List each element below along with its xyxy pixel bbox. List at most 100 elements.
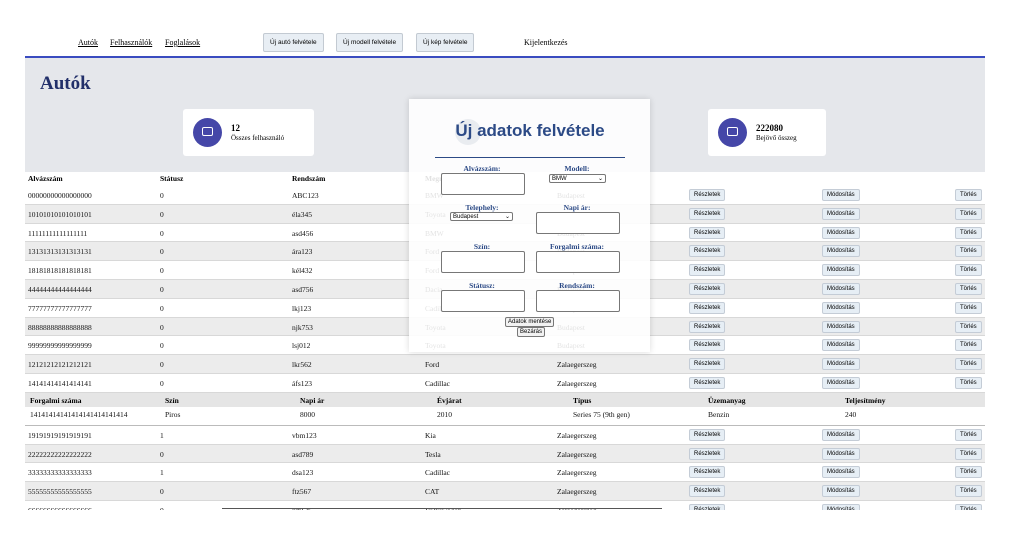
select-input[interactable]: BMW ⌄ [549, 174, 606, 183]
row-button[interactable]: Törlés [955, 226, 982, 239]
row-button[interactable]: Módosítás [822, 377, 860, 389]
table-cell: 0 [160, 360, 164, 370]
nav-link[interactable]: Autók [78, 38, 98, 47]
row-button[interactable]: Részletek [689, 226, 726, 239]
table-cell: 0 [160, 209, 164, 219]
row-button[interactable]: Részletek [689, 466, 726, 479]
table-cell: asd789 [292, 449, 314, 459]
select-arrow: ⌄ [598, 176, 604, 182]
text-input[interactable] [536, 251, 620, 273]
select-input[interactable]: Budapest ⌄ [450, 212, 513, 221]
row-button[interactable]: Módosítás [822, 283, 860, 295]
detail-header: Teljesítmény [845, 395, 886, 405]
table-cell: 99999999999999999 [28, 341, 92, 351]
table-cell: 11111111111111111 [28, 228, 88, 238]
modal-icon [455, 119, 481, 145]
row-button[interactable]: Részletek [689, 447, 726, 460]
row-button[interactable]: Részletek [689, 283, 726, 295]
row-button[interactable]: Részletek [689, 245, 726, 258]
row-button[interactable]: Törlés [955, 301, 982, 314]
detail-header: Évjárat [437, 395, 462, 405]
close-button[interactable]: Bezárás [517, 327, 546, 337]
detail-cell: 240 [845, 409, 857, 419]
row-button[interactable]: Törlés [955, 447, 982, 460]
row-button[interactable]: Részletek [689, 377, 726, 389]
row-button[interactable]: Törlés [955, 358, 982, 371]
table-cell: 22222222222222222 [28, 449, 92, 459]
row-button[interactable]: Törlés [955, 504, 982, 510]
row-button[interactable]: Törlés [955, 245, 982, 258]
modal-divider [435, 157, 625, 158]
row-button[interactable]: Részletek [689, 207, 726, 220]
text-input[interactable] [536, 290, 620, 312]
row-button[interactable]: Módosítás [822, 207, 860, 220]
row-button[interactable]: Módosítás [822, 485, 860, 498]
stat-label: Összes felhasználó [231, 134, 285, 142]
text-input[interactable] [441, 290, 525, 312]
row-button[interactable]: Részletek [689, 428, 726, 441]
row-button[interactable]: Módosítás [822, 301, 860, 314]
nav-link[interactable]: Foglalások [165, 38, 201, 47]
row-button[interactable]: Módosítás [822, 358, 860, 371]
field-label: Forgalmi száma: [550, 242, 604, 251]
row-button[interactable]: Módosítás [822, 339, 860, 352]
row-button[interactable]: Módosítás [822, 428, 860, 441]
table-cell: Ford [425, 360, 440, 370]
detail-cell: 14141414141414141414141414 [30, 409, 128, 419]
stat-icon-glyph [202, 127, 213, 136]
row-button[interactable]: Törlés [955, 283, 982, 295]
row-button[interactable]: Törlés [955, 320, 982, 333]
table-cell: 55555555555555555 [28, 487, 92, 497]
nav-link[interactable]: Felhasználók [110, 38, 153, 47]
text-input[interactable] [441, 173, 525, 195]
row-button[interactable]: Módosítás [822, 447, 860, 460]
detail-cell: Series 75 (9th gen) [573, 409, 630, 419]
table-cell: Cadillac [425, 379, 450, 388]
logout-link[interactable]: Kijelentkezés [524, 38, 568, 47]
detail-header: Szín [165, 395, 179, 405]
row-button[interactable]: Módosítás [822, 264, 860, 277]
table-cell: 0 [160, 322, 164, 332]
text-input[interactable] [536, 212, 620, 234]
row-button[interactable]: Törlés [955, 339, 982, 352]
table-cell: 12121212121212121 [28, 360, 92, 370]
table-cell: 14141414141414141 [28, 379, 92, 388]
row-button[interactable]: Módosítás [822, 466, 860, 479]
row-button[interactable]: Törlés [955, 428, 982, 441]
row-button[interactable]: Részletek [689, 320, 726, 333]
row-button[interactable]: Törlés [955, 466, 982, 479]
row-button[interactable]: Törlés [955, 377, 982, 389]
row-button[interactable]: Részletek [689, 339, 726, 352]
save-button[interactable]: Adatok mentése [505, 317, 555, 327]
row-button[interactable]: Törlés [955, 189, 982, 201]
row-button[interactable]: Módosítás [822, 504, 860, 510]
nav-button[interactable]: Új autó felvétele [263, 33, 324, 52]
table-row [25, 501, 985, 510]
row-button[interactable]: Részletek [689, 504, 726, 510]
table-cell: 0 [160, 341, 164, 351]
row-button[interactable]: Részletek [689, 264, 726, 277]
row-button[interactable]: Részletek [689, 485, 726, 498]
nav-button[interactable]: Új modell felvétele [336, 33, 404, 52]
row-button[interactable]: Részletek [689, 301, 726, 314]
table-cell: Kia [425, 430, 436, 440]
table-cell: asd756 [292, 285, 314, 294]
nav-button[interactable]: Új kép felvétele [416, 33, 475, 52]
row-button[interactable]: Módosítás [822, 320, 860, 333]
row-button[interactable]: Módosítás [822, 189, 860, 201]
row-button[interactable]: Részletek [689, 358, 726, 371]
detail-divider [25, 424, 985, 426]
table-row [25, 425, 985, 445]
stat-icon [193, 118, 222, 147]
row-button[interactable]: Módosítás [822, 226, 860, 239]
row-button[interactable]: Törlés [955, 207, 982, 220]
table-cell: éla345 [292, 209, 312, 219]
row-button[interactable]: Részletek [689, 189, 726, 201]
table-cell: Zalaegerszeg [557, 430, 597, 440]
row-button[interactable]: Törlés [955, 264, 982, 277]
text-input[interactable] [441, 251, 525, 273]
row-button[interactable]: Módosítás [822, 245, 860, 258]
table-cell: 19191919191919191 [28, 430, 92, 440]
row-button[interactable]: Törlés [955, 485, 982, 498]
